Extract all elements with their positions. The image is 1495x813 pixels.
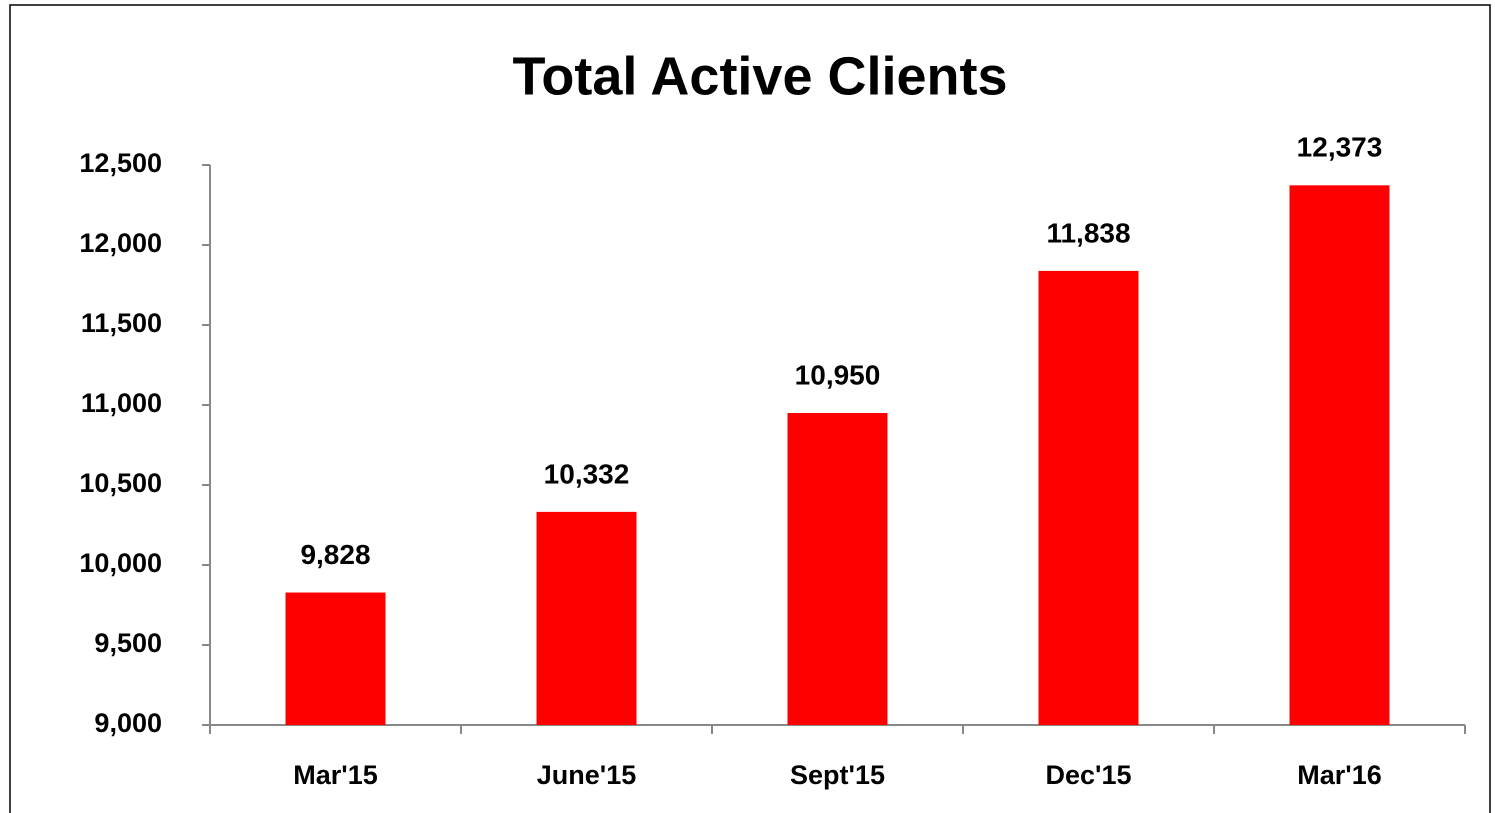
- y-tick-label: 9,000: [94, 708, 162, 738]
- y-tick-label: 12,500: [79, 148, 162, 178]
- bar: [285, 592, 386, 725]
- data-label: 9,828: [300, 539, 370, 570]
- chart-title: Total Active Clients: [512, 46, 1007, 106]
- y-tick-label: 12,000: [79, 228, 162, 258]
- y-tick-label: 9,500: [94, 628, 162, 658]
- bar: [536, 511, 637, 725]
- bar: [1038, 270, 1139, 725]
- x-tick-label: Mar'16: [1297, 760, 1381, 790]
- chart-border: [9, 4, 1491, 813]
- data-label: 10,332: [544, 458, 630, 489]
- x-tick-label: Dec'15: [1046, 760, 1132, 790]
- y-tick-label: 10,500: [79, 468, 162, 498]
- y-tick-label: 11,500: [81, 308, 162, 338]
- x-tick-label: Sept'15: [790, 760, 885, 790]
- x-tick-label: Mar'15: [293, 760, 377, 790]
- data-label: 11,838: [1046, 217, 1130, 248]
- x-tick-label: June'15: [537, 760, 636, 790]
- y-tick-label: 10,000: [79, 548, 162, 578]
- y-tick-label: 11,000: [81, 388, 162, 418]
- data-label: 12,373: [1297, 132, 1383, 163]
- data-label: 10,950: [795, 359, 881, 390]
- bar: [787, 413, 888, 725]
- bar: [1289, 185, 1390, 725]
